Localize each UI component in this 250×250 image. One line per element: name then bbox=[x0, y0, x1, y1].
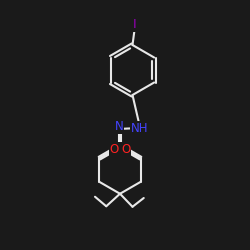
Text: O: O bbox=[110, 143, 119, 156]
Text: N: N bbox=[114, 120, 123, 134]
Text: I: I bbox=[133, 18, 136, 31]
Text: NH: NH bbox=[131, 122, 148, 135]
Text: O: O bbox=[121, 143, 130, 156]
